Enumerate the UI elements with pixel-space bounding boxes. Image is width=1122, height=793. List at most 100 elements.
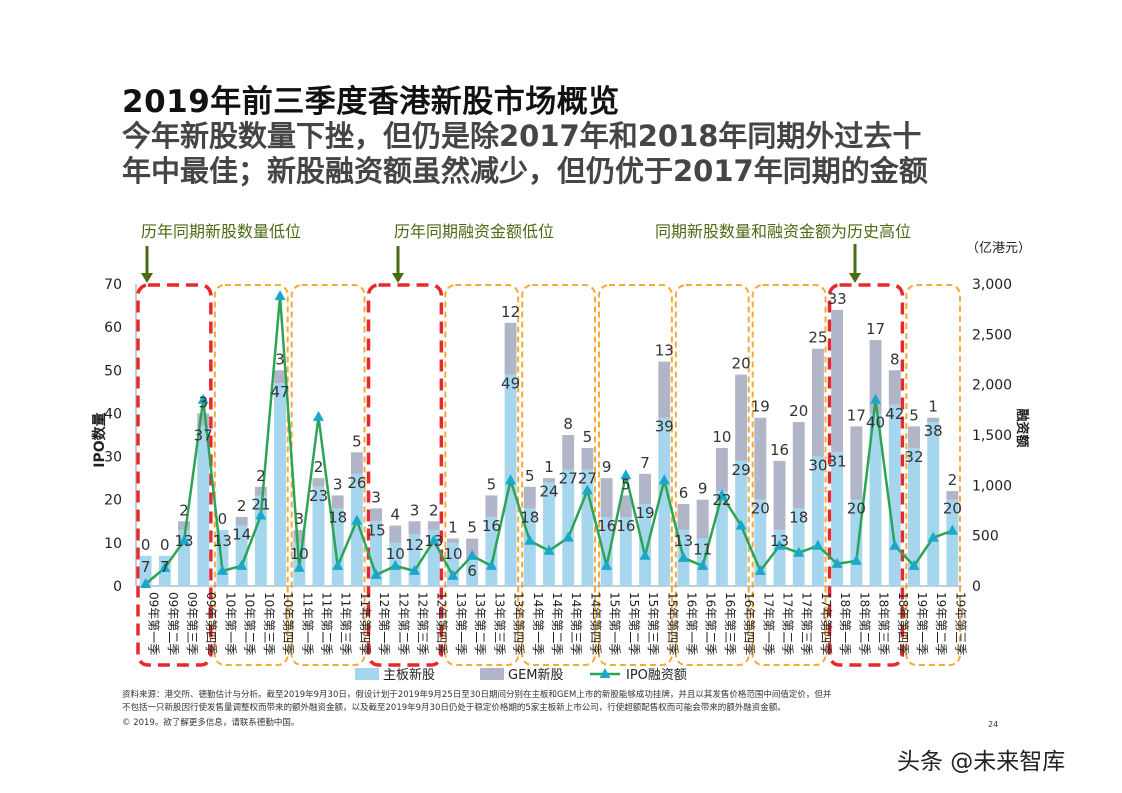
ipo-amount-point (562, 531, 574, 542)
bar-gem (908, 426, 920, 448)
bar-main-board (543, 482, 555, 586)
x-tick-label: 10年第三季 (262, 592, 276, 655)
label-gem: 2 (314, 458, 324, 476)
page-title: 2019年前三季度香港新股市场概览 (122, 84, 620, 120)
x-tick-label: 11年第二季 (319, 592, 333, 655)
label-gem: 12 (501, 303, 520, 321)
ipo-amount-point (274, 290, 286, 301)
label-gem: 3 (295, 510, 305, 528)
label-main-board: 27 (559, 470, 578, 488)
label-main-board: 37 (194, 426, 213, 444)
label-gem: 3 (333, 475, 343, 493)
x-tick-label: 12年第三季 (416, 592, 430, 655)
ipo-amount-point (735, 519, 747, 530)
label-gem: 0 (218, 510, 228, 528)
label-main-board: 7 (141, 558, 151, 576)
ipo-amount-point (677, 551, 689, 562)
label-gem: 4 (391, 506, 401, 524)
bar-main-board (216, 529, 229, 586)
bar-gem (350, 452, 363, 474)
label-main-board: 20 (943, 500, 962, 518)
label-main-board: 13 (424, 532, 443, 550)
x-tick-label: 15年第三季 (646, 592, 660, 655)
ipo-amount-point (601, 559, 613, 570)
label-main-board: 22 (712, 491, 731, 509)
label-main-board: 10 (386, 545, 405, 563)
ipo-amount-point (255, 509, 267, 520)
label-main-board: 20 (847, 500, 866, 518)
bar-gem (331, 495, 344, 509)
bar-main-board (946, 499, 959, 586)
x-tick-label: 15年第二季 (627, 592, 641, 655)
label-gem: 5 (352, 432, 362, 450)
highlight-box-3 (366, 283, 444, 667)
source-note-line-2: 不包括一只新股因行使发售量调整权而带来的额外融资金额，以及截至2019年9月30… (122, 703, 786, 713)
chart-legend: 主板新股 GEM新股 IPO融资额 (355, 667, 687, 683)
y-left-tick-label: 0 (113, 579, 122, 595)
legend-label-gem: GEM新股 (508, 667, 564, 683)
label-gem: 19 (751, 398, 770, 416)
bar-gem (869, 340, 882, 414)
label-main-board: 38 (924, 422, 943, 440)
bar-gem (427, 521, 440, 530)
label-main-board: 47 (271, 383, 290, 401)
bar-gem (927, 417, 940, 423)
bar-main-board (811, 456, 824, 586)
highlight-box-10 (905, 284, 961, 666)
bar-gem (639, 473, 652, 505)
label-main-board: 39 (655, 418, 674, 436)
label-main-board: 18 (328, 508, 347, 526)
bar-gem (485, 495, 498, 517)
bar-gem (735, 374, 748, 461)
bar-gem (370, 508, 383, 522)
highlight-box-7 (674, 284, 750, 666)
label-main-board: 30 (808, 457, 827, 475)
y-left-tick-label: 20 (104, 493, 122, 509)
label-main-board: 13 (674, 532, 693, 550)
legend-marker-ipo (599, 668, 611, 678)
x-tick-label: 11年第四季 (358, 592, 372, 655)
x-tick-label: 14年第一季 (531, 592, 545, 655)
callout-low-amount: 历年同期融资金额低位 (394, 222, 555, 241)
bar-gem (504, 322, 517, 375)
bar-main-board (427, 529, 440, 586)
bar-gem (197, 413, 210, 427)
label-gem: 20 (789, 402, 808, 420)
label-gem: 1 (448, 519, 458, 537)
x-tick-label: 10年第二季 (243, 592, 257, 655)
highlight-box-4 (444, 284, 520, 666)
y-left-tick-label: 30 (104, 450, 122, 466)
bar-gem (831, 309, 844, 453)
bar-gem (811, 348, 824, 457)
label-gem: 3 (410, 501, 420, 519)
label-gem: 16 (770, 441, 789, 459)
ipo-amount-point (908, 559, 920, 570)
bar-main-board (331, 508, 344, 586)
label-main-board: 21 (251, 495, 270, 513)
label-gem: 1 (544, 458, 554, 476)
ipo-amount-point (159, 561, 171, 572)
ipo-amount-point (581, 484, 593, 495)
bar-gem (254, 486, 267, 496)
label-gem: 7 (640, 454, 650, 472)
arrow-low-count (141, 246, 153, 283)
x-tick-label: 18年第四季 (896, 592, 910, 655)
x-tick-label: 13年第三季 (492, 592, 506, 655)
arrow-head (141, 273, 153, 283)
highlight-box-5 (521, 284, 597, 666)
x-tick-label: 11年第一季 (300, 592, 314, 655)
bar-main-board (562, 469, 575, 586)
x-tick-label: 09年第一季 (147, 592, 161, 655)
y-left-tick-label: 10 (104, 536, 122, 552)
label-gem: 3 (275, 350, 285, 368)
x-tick-label: 19年第二季 (934, 592, 948, 655)
label-gem: 2 (179, 501, 189, 519)
label-main-board: 49 (501, 375, 520, 393)
label-gem: 5 (525, 467, 535, 485)
x-tick-label: 15年第四季 (665, 592, 679, 655)
bar-gem (619, 495, 632, 517)
bar-gem (658, 361, 671, 418)
bar-gem (773, 460, 786, 530)
ipo-amount-point (447, 569, 459, 580)
bar-gem (677, 504, 690, 530)
